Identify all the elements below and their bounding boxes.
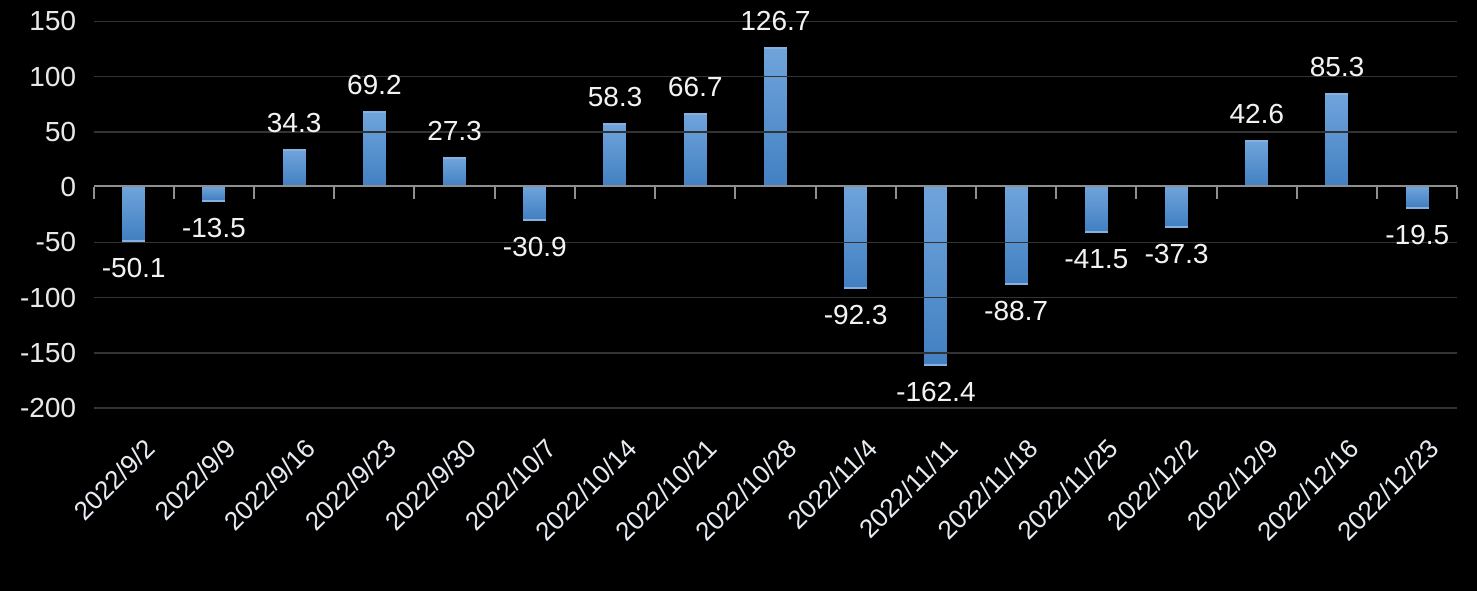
y-gridline	[93, 241, 1458, 243]
x-axis-tick	[974, 187, 977, 199]
x-axis-tick	[252, 187, 255, 199]
x-axis-line	[93, 185, 1458, 187]
bar-data-label: -92.3	[823, 298, 888, 330]
bar-data-label: -88.7	[984, 295, 1048, 326]
bar-data-label: -13.5	[181, 211, 246, 243]
bar[interactable]	[1165, 187, 1189, 229]
x-axis-tick	[1456, 187, 1459, 199]
y-axis-tick-label: -50	[35, 226, 76, 258]
y-gridline	[93, 131, 1458, 133]
y-gridline	[93, 20, 1458, 22]
x-axis-tick	[734, 187, 737, 199]
bar[interactable]	[603, 122, 627, 187]
bar-data-label: 27.3	[427, 114, 482, 146]
bar-data-label: -37.3	[1144, 238, 1209, 270]
y-axis-tick-label: -150	[19, 336, 76, 368]
y-gridline	[93, 296, 1458, 299]
x-axis-tick	[894, 187, 897, 199]
bar[interactable]	[844, 187, 868, 289]
bar[interactable]	[1084, 187, 1108, 233]
y-axis-tick-label: 50	[44, 115, 76, 147]
bar[interactable]	[683, 113, 707, 187]
bar-data-label: 69.2	[347, 68, 402, 100]
bar-data-label: -30.9	[502, 231, 567, 263]
bar[interactable]	[924, 187, 948, 367]
x-axis-tick	[654, 187, 657, 199]
x-axis-tick	[573, 187, 576, 199]
bar-data-label: -50.1	[101, 252, 166, 284]
bar[interactable]	[282, 149, 306, 187]
x-axis-tick	[1295, 187, 1298, 199]
bar-data-label: 42.6	[1229, 97, 1284, 129]
y-axis-tick-label: 150	[29, 5, 76, 37]
bar[interactable]	[1245, 139, 1269, 187]
bar-data-label: 34.3	[266, 107, 322, 139]
bar-data-label: 85.3	[1309, 50, 1365, 82]
y-axis-tick-label: -100	[19, 281, 76, 313]
bar[interactable]	[1325, 92, 1349, 187]
bar-data-label: -41.5	[1064, 242, 1129, 274]
x-axis-tick	[814, 187, 817, 199]
bar[interactable]	[443, 156, 466, 187]
y-axis-tick-label: 0	[60, 171, 76, 202]
x-axis-tick	[413, 187, 416, 199]
bar-data-label: 126.7	[740, 4, 811, 36]
bar[interactable]	[362, 110, 386, 187]
bar-data-label: -162.4	[896, 376, 976, 408]
bar[interactable]	[523, 187, 547, 222]
y-gridline	[93, 352, 1458, 354]
bar[interactable]	[763, 46, 787, 187]
x-axis-tick	[172, 187, 175, 199]
x-axis-tick	[333, 187, 336, 199]
bar[interactable]	[1004, 187, 1028, 285]
y-axis-tick-label: -200	[19, 392, 76, 423]
bar-data-label: -19.5	[1385, 218, 1450, 250]
x-axis-tick	[92, 187, 95, 199]
bar[interactable]	[122, 187, 146, 243]
x-axis-tick	[493, 187, 496, 199]
bar-data-label: 58.3	[587, 80, 643, 112]
y-gridline	[93, 407, 1458, 409]
y-gridline	[93, 75, 1458, 78]
x-axis-tick	[1215, 187, 1218, 199]
x-axis-tick	[1135, 187, 1138, 199]
bar[interactable]	[1405, 187, 1429, 209]
x-axis-tick	[1055, 187, 1058, 199]
y-axis-tick-label: 100	[29, 60, 76, 92]
x-axis-category-label: 2022/9/2	[68, 433, 161, 526]
bar-data-label: 66.7	[667, 71, 723, 103]
x-axis-tick	[1376, 187, 1379, 199]
bar[interactable]	[202, 187, 226, 202]
